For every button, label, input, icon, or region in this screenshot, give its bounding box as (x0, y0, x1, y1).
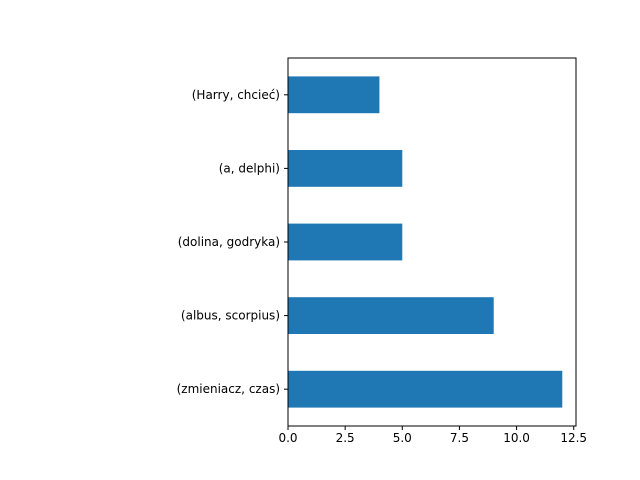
y-tick-label: (zmieniacz, czas) (177, 382, 280, 396)
y-tick-label: (albus, scorpius) (181, 309, 280, 323)
x-tick-label: 12.5 (560, 431, 587, 445)
y-axis-ticks: (Harry, chcieć) (a, delphi) (dolina, godry… (177, 88, 288, 396)
x-tick-label: 7.5 (450, 431, 469, 445)
y-tick-label: (a, delphi) (219, 161, 280, 175)
x-tick-label: 2.5 (336, 431, 355, 445)
x-axis-ticks: 0.0 2.5 5.0 7.5 10.0 12.5 (278, 426, 587, 445)
x-tick-label: 0.0 (278, 431, 297, 445)
bar (288, 223, 403, 261)
bar (288, 76, 380, 114)
bar (288, 370, 563, 408)
bars-group (288, 76, 563, 408)
y-tick-label: (dolina, godryka) (178, 235, 280, 249)
bar (288, 150, 403, 187)
x-tick-label: 5.0 (393, 431, 412, 445)
plot-frame (287, 57, 577, 427)
y-tick-label: (Harry, chcieć) (192, 88, 280, 102)
x-tick-label: 10.0 (503, 431, 530, 445)
bar (288, 297, 494, 334)
